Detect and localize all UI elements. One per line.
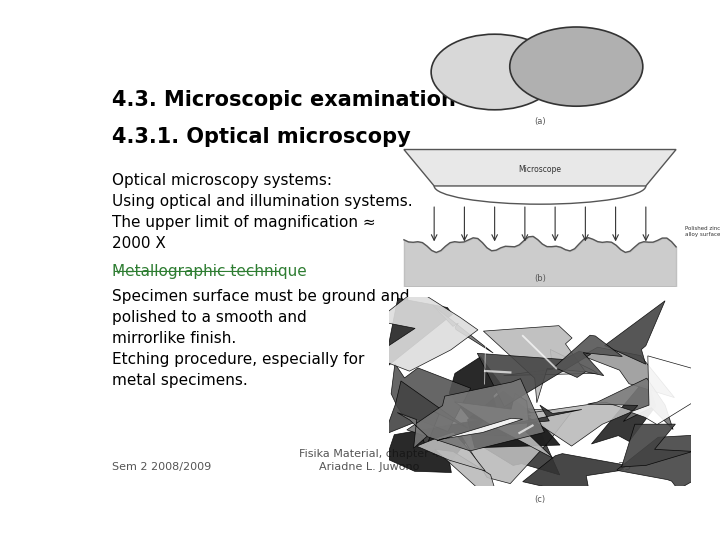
Polygon shape bbox=[617, 435, 719, 490]
Polygon shape bbox=[397, 413, 427, 448]
Text: Metallographic technique: Metallographic technique bbox=[112, 265, 307, 279]
Polygon shape bbox=[621, 424, 693, 467]
Polygon shape bbox=[377, 298, 452, 375]
Text: Specimen surface must be ground and
polished to a smooth and
mirrorlike finish.
: Specimen surface must be ground and poli… bbox=[112, 289, 410, 388]
Polygon shape bbox=[582, 347, 675, 397]
Circle shape bbox=[510, 27, 643, 106]
Polygon shape bbox=[417, 432, 485, 471]
Polygon shape bbox=[591, 385, 656, 444]
Polygon shape bbox=[467, 391, 560, 448]
Polygon shape bbox=[449, 357, 503, 423]
Polygon shape bbox=[554, 335, 622, 377]
Circle shape bbox=[431, 34, 558, 110]
Polygon shape bbox=[523, 454, 627, 497]
Polygon shape bbox=[407, 379, 544, 451]
Text: (b): (b) bbox=[534, 274, 546, 282]
Polygon shape bbox=[588, 378, 673, 429]
Polygon shape bbox=[477, 351, 590, 407]
Polygon shape bbox=[518, 402, 633, 446]
Text: (a): (a) bbox=[534, 117, 546, 126]
Polygon shape bbox=[454, 393, 553, 458]
Polygon shape bbox=[469, 423, 559, 475]
Polygon shape bbox=[372, 289, 478, 371]
Text: Optical microscopy systems:
Using optical and illumination systems.
The upper li: Optical microscopy systems: Using optica… bbox=[112, 173, 413, 251]
Polygon shape bbox=[503, 349, 598, 375]
Polygon shape bbox=[391, 363, 471, 431]
Polygon shape bbox=[460, 408, 572, 484]
Polygon shape bbox=[605, 301, 665, 364]
Text: 29: 29 bbox=[617, 462, 631, 472]
Polygon shape bbox=[433, 305, 493, 353]
Text: Sem 2 2008/2009: Sem 2 2008/2009 bbox=[112, 462, 212, 472]
Polygon shape bbox=[506, 405, 582, 425]
Polygon shape bbox=[630, 356, 704, 424]
Text: Fisika Material, chapter 4
Ariadne L. Juwono: Fisika Material, chapter 4 Ariadne L. Ju… bbox=[299, 449, 439, 472]
Text: 4.3.1. Optical microscopy: 4.3.1. Optical microscopy bbox=[112, 127, 411, 147]
Polygon shape bbox=[435, 449, 501, 510]
Polygon shape bbox=[437, 418, 523, 441]
Text: 4.3. Microscopic examination: 4.3. Microscopic examination bbox=[112, 90, 456, 110]
Text: Polished zinc
alloy surface: Polished zinc alloy surface bbox=[685, 226, 720, 237]
Polygon shape bbox=[386, 420, 484, 472]
Polygon shape bbox=[483, 326, 585, 403]
Polygon shape bbox=[384, 381, 467, 447]
Polygon shape bbox=[404, 150, 676, 186]
Text: (c): (c) bbox=[534, 496, 546, 504]
Text: Microscope: Microscope bbox=[518, 165, 562, 174]
